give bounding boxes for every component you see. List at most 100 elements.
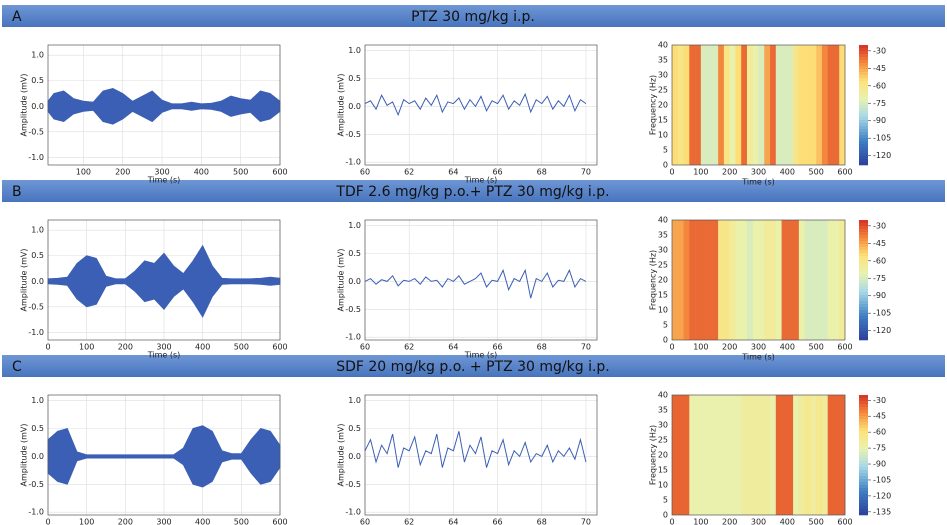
y-tick-label: 40 [658,216,668,225]
colorbar-segment [859,506,868,510]
row-title: TDF 2.6 mg/kg p.o.+ PTZ 30 mg/kg i.p. [335,184,609,200]
colorbar-segment [859,395,868,399]
y-tick-label: -1.0 [345,333,361,342]
y-tick-label: 20 [658,101,668,110]
colorbar-segment [859,87,868,91]
colorbar-segment [859,81,868,85]
colorbar-segment [859,232,868,236]
x-tick-label: 200 [118,518,133,525]
signal-trace [364,431,587,468]
spectrogram-cell [821,395,828,515]
y-tick-label: -0.5 [28,127,44,136]
x-tick-label: 62 [404,518,414,525]
x-tick-label: 62 [404,168,414,177]
x-tick-label: 500 [234,518,249,525]
colorbar-segment [859,57,868,61]
colorbar-segment [859,313,868,317]
spectrogram-cell [781,45,788,165]
row-label: A [12,9,22,25]
spectrogram-cell [706,395,713,515]
x-tick-label: 300 [751,168,766,177]
y-axis-label: Amplitude (mV) [20,248,29,311]
colorbar-segment [859,99,868,103]
x-tick-label: 400 [780,168,795,177]
colorbar-segment [859,256,868,260]
spectrogram-cell [787,45,794,165]
spectrogram-cell [804,395,811,515]
y-tick-label: -1.0 [28,328,44,337]
x-tick-label: 500 [809,168,824,177]
spectrogram-cell [764,220,771,340]
y-tick-label: 0.0 [348,102,361,111]
y-tick-label: 35 [658,56,668,65]
x-tick-label: 100 [79,518,94,525]
colorbar-label: -120 [873,151,891,160]
spectrogram-cell [793,395,800,515]
spectrogram-cell [798,45,805,165]
colorbar-segment [859,45,868,49]
y-tick-label: 40 [658,391,668,400]
y-tick-label: -0.5 [345,130,361,139]
spectrogram-cell [804,45,811,165]
colorbar-segment [859,401,868,405]
spectrogram-cell [758,220,765,340]
row-header [2,180,945,202]
colorbar-label: -120 [873,491,891,500]
y-tick-label: 30 [658,421,668,430]
spectrogram-cell [746,45,754,165]
spectrogram-cell [804,220,811,340]
spectrogram-cell [741,220,748,340]
colorbar-segment [859,437,868,441]
y-tick-label: 0.0 [348,452,361,461]
colorbar-segment [859,488,868,492]
colorbar-segment [859,334,868,338]
plot-frame [671,394,846,516]
colorbar-segment [859,509,868,513]
colorbar-segment [859,316,868,320]
x-axis-label: Time (s) [464,351,498,360]
x-tick-label: 70 [581,168,591,177]
x-tick-label: 600 [837,518,852,525]
x-tick-label: 300 [751,518,766,525]
y-tick-label: -1.0 [28,508,44,517]
spectrogram-cell [839,395,846,515]
colorbar-segment [859,443,868,447]
x-tick-label: 300 [751,343,766,352]
colorbar-segment [859,319,868,323]
colorbar-label: -90 [873,460,886,469]
colorbar-label: -30 [873,221,886,230]
colorbar-segment [859,117,868,121]
y-tick-label: 0.5 [31,251,44,260]
x-tick-label: 200 [722,168,737,177]
spectrogram-cell [798,395,805,515]
colorbar-label: -75 [873,99,886,108]
spectrogram-cell [793,45,800,165]
colorbar-segment [859,72,868,76]
colorbar-label: -120 [873,326,891,335]
y-tick-label: 30 [658,71,668,80]
x-tick-label: 66 [492,518,502,525]
x-tick-label: 200 [118,343,133,352]
x-tick-label: 600 [272,518,287,525]
y-tick-label: -0.5 [28,302,44,311]
x-tick-label: 60 [360,518,370,525]
colorbar-label: -105 [873,309,891,318]
x-tick-label: 70 [581,343,591,352]
spectrogram-cell [816,45,823,165]
plot-frame [47,219,281,341]
spectrogram-cell [677,45,684,165]
spectrogram-cell [752,45,759,165]
colorbar-segment [859,464,868,468]
x-tick-label: 300 [154,168,169,177]
colorbar-segment [859,446,868,450]
spectrogram-cell [689,220,696,340]
colorbar-segment [859,473,868,477]
x-tick-label: 68 [537,168,547,177]
colorbar-segment [859,150,868,154]
spectrogram-cell [712,395,719,515]
y-tick-label: 0.5 [348,249,361,258]
colorbar-segment [859,298,868,302]
spectrogram-cell [787,395,794,515]
x-axis-label: Time (s) [741,353,775,362]
colorbar-segment [859,159,868,163]
